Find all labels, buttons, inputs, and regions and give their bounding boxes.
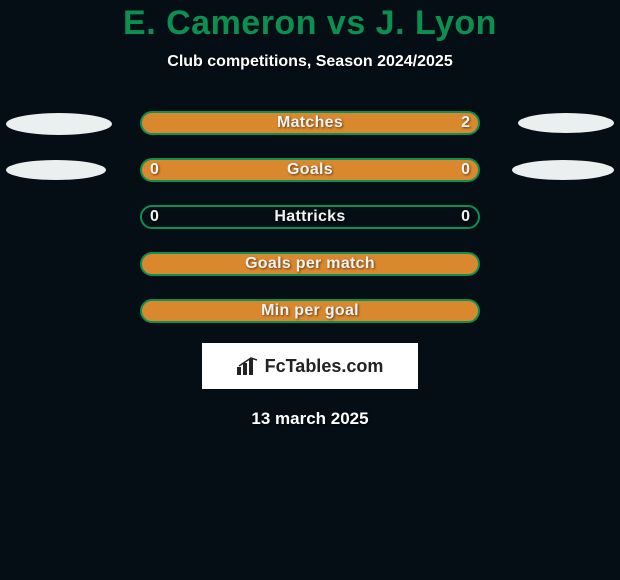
stat-value-right: 2 — [461, 111, 470, 135]
stat-rows: Matches 2 Goals 0 0 Hattricks 0 0 Goals per matc… — [0, 111, 620, 323]
stat-value-right: 0 — [461, 205, 470, 229]
decor-ellipse — [6, 160, 106, 180]
page-subtitle: Club competitions, Season 2024/2025 — [0, 53, 620, 71]
logo-text: FcTables.com — [265, 356, 384, 377]
comparison-card: E. Cameron vs J. Lyon Club competitions,… — [0, 0, 620, 429]
logo-box: FcTables.com — [202, 343, 418, 389]
bars-icon — [237, 357, 259, 375]
decor-ellipse — [512, 160, 614, 180]
page-title: E. Cameron vs J. Lyon — [0, 4, 620, 43]
stat-row: Hattricks 0 0 — [0, 205, 620, 229]
stat-bar: Min per goal — [140, 299, 480, 323]
stat-row: Min per goal — [0, 299, 620, 323]
stat-label: Matches — [277, 114, 343, 132]
stat-bar: Hattricks — [140, 205, 480, 229]
decor-ellipse — [518, 113, 614, 133]
stat-bar: Matches — [140, 111, 480, 135]
stat-row: Matches 2 — [0, 111, 620, 135]
stat-row: Goals per match — [0, 252, 620, 276]
stat-label: Min per goal — [261, 302, 359, 320]
stat-value-right: 0 — [461, 158, 470, 182]
decor-ellipse — [6, 113, 112, 135]
stat-label: Hattricks — [274, 208, 345, 226]
stat-label: Goals per match — [245, 255, 375, 273]
footer-date: 13 march 2025 — [0, 409, 620, 429]
stat-row: Goals 0 0 — [0, 158, 620, 182]
stat-value-left: 0 — [150, 205, 159, 229]
stat-value-left: 0 — [150, 158, 159, 182]
stat-bar: Goals — [140, 158, 480, 182]
stat-label: Goals — [287, 161, 333, 179]
stat-bar: Goals per match — [140, 252, 480, 276]
